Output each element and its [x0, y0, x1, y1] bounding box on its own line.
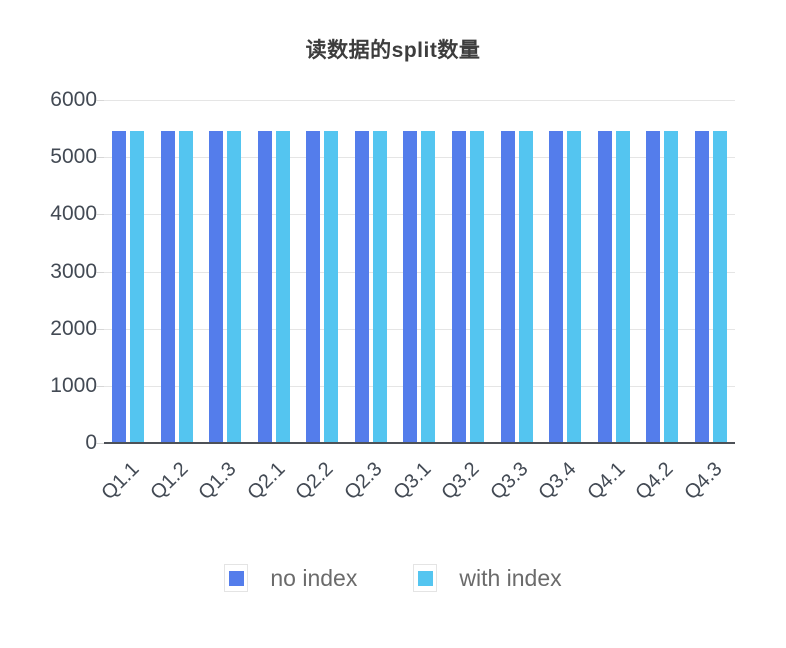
bar-with-index-Q4.1: [615, 130, 630, 443]
y-tick-mark: [96, 385, 104, 387]
bar-group-Q2.1: [250, 100, 299, 443]
x-tick-label: Q3.2: [437, 458, 484, 505]
bar-group-Q3.2: [444, 100, 493, 443]
bar-with-index-Q4.2: [664, 130, 679, 443]
bar-group-Q4.2: [638, 100, 687, 443]
bars-row: [104, 100, 735, 443]
bar-group-Q3.3: [492, 100, 541, 443]
x-axis-line: [104, 442, 735, 444]
bar-with-index-Q2.3: [372, 130, 387, 443]
x-tick-label: Q3.4: [534, 458, 581, 505]
bar-group-Q1.3: [201, 100, 250, 443]
y-tick-mark: [96, 271, 104, 273]
y-tick-label: 5000: [50, 145, 97, 169]
chart-title: 读数据的split数量: [305, 39, 481, 62]
bar-group-Q1.2: [153, 100, 202, 443]
y-tick-mark: [96, 443, 104, 444]
bar-group-Q3.4: [541, 100, 590, 443]
legend-checkbox: [413, 564, 438, 592]
x-tick-label: Q4.3: [680, 458, 727, 505]
bar-no-index-Q2.2: [306, 130, 321, 443]
bar-with-index-Q1.1: [130, 130, 145, 443]
y-tick-label: 6000: [50, 88, 97, 111]
x-tick-label: Q1.3: [194, 458, 241, 505]
y-tick-label: 4000: [50, 202, 97, 226]
y-tick-label: 0: [85, 431, 97, 454]
bar-no-index-Q2.3: [354, 130, 369, 443]
bar-with-index-Q2.2: [324, 130, 339, 443]
bar-with-index-Q4.3: [712, 130, 727, 443]
bar-no-index-Q3.1: [403, 130, 418, 443]
bar-group-Q1.1: [104, 100, 153, 443]
plot-area: [96, 100, 735, 444]
x-tick-label: Q3.1: [388, 458, 436, 505]
y-tick-label: 3000: [50, 259, 97, 283]
bar-with-index-Q3.1: [421, 130, 436, 443]
x-tick-label: Q4.2: [631, 458, 678, 505]
bar-group-Q4.3: [686, 100, 735, 443]
y-tick-mark: [96, 100, 104, 101]
y-axis: 0 1000 2000 3000 4000 5000 6000: [0, 88, 97, 454]
legend-label: with index: [459, 564, 562, 591]
bar-no-index-Q1.1: [112, 130, 127, 443]
gridline: [104, 214, 735, 216]
bar-group-Q2.3: [347, 100, 396, 443]
y-tick-mark: [96, 328, 104, 330]
x-tick-label: Q2.2: [291, 458, 338, 505]
bar-no-index-Q4.1: [597, 130, 612, 443]
y-tick-label: 2000: [50, 316, 97, 340]
bar-with-index-Q2.1: [275, 130, 290, 443]
legend: no index with index: [0, 564, 786, 592]
x-tick-label: Q1.2: [146, 458, 193, 505]
bar-no-index-Q3.4: [549, 130, 564, 443]
bar-no-index-Q1.2: [160, 130, 175, 443]
legend-swatch: [417, 570, 433, 586]
x-tick-label: Q2.3: [340, 458, 387, 505]
legend-swatch: [228, 570, 244, 586]
legend-label: no index: [270, 564, 358, 591]
bar-group-Q2.2: [298, 100, 347, 443]
bar-with-index-Q1.3: [227, 130, 242, 443]
y-tick-mark: [96, 157, 104, 159]
gridline: [104, 157, 735, 159]
legend-item-with-index[interactable]: with index: [413, 564, 562, 592]
bar-no-index-Q4.2: [646, 130, 661, 443]
bar-no-index-Q4.3: [694, 130, 709, 443]
bar-no-index-Q2.1: [257, 130, 272, 443]
bar-no-index-Q3.2: [451, 130, 466, 443]
x-tick-label: Q4.1: [582, 458, 630, 505]
gridline: [104, 385, 735, 387]
legend-checkbox: [224, 564, 249, 592]
y-tick-label: 1000: [50, 373, 97, 397]
x-axis: Q1.1 Q1.2 Q1.3 Q2.1 Q2.2 Q2.3 Q3.1 Q3.2 Q3.3 Q3.4…: [98, 450, 735, 530]
bar-with-index-Q3.2: [469, 130, 484, 443]
bar-no-index-Q3.3: [500, 130, 515, 443]
bar-no-index-Q1.3: [209, 130, 224, 443]
bar-with-index-Q3.3: [518, 130, 533, 443]
bar-group-Q3.1: [395, 100, 444, 443]
gridline: [104, 100, 735, 101]
x-tick-label: Q2.1: [243, 458, 290, 505]
bar-group-Q4.1: [589, 100, 638, 443]
bar-with-index-Q3.4: [567, 130, 582, 443]
gridline: [104, 271, 735, 273]
gridline: [104, 328, 735, 330]
x-tick-label: Q1.1: [97, 458, 144, 505]
x-tick-label: Q3.3: [485, 458, 533, 505]
y-tick-mark: [96, 214, 104, 216]
legend-item-no-index[interactable]: no index: [224, 564, 357, 592]
bar-with-index-Q1.2: [178, 130, 193, 443]
